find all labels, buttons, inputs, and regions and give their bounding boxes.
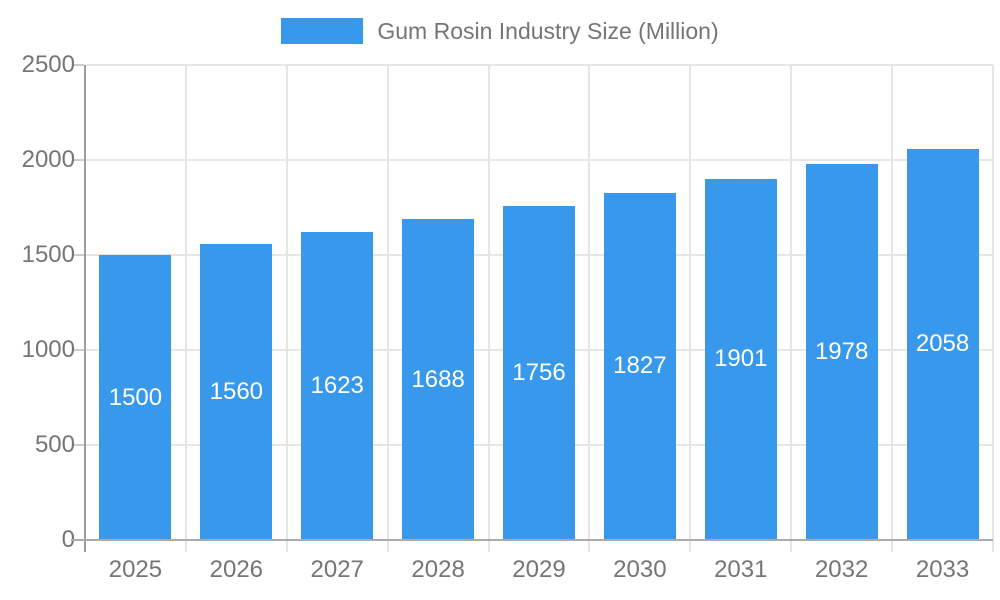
bar-2029: 1756 <box>503 206 575 540</box>
x-tick-label: 2029 <box>512 556 566 583</box>
y-tick-mark <box>72 159 84 161</box>
x-tick-label: 2030 <box>613 556 667 583</box>
bar-value-label: 1756 <box>512 359 566 387</box>
x-tick-label: 2028 <box>411 556 465 583</box>
bar-value-label: 1827 <box>613 352 667 380</box>
bar-value-label: 1560 <box>209 377 264 405</box>
y-tick-label: 500 <box>34 431 75 458</box>
v-gridline <box>689 65 692 552</box>
bar-2025: 1500 <box>99 255 172 540</box>
bar-value-label: 1901 <box>714 345 768 373</box>
y-tick-mark <box>72 254 84 256</box>
v-gridline <box>891 65 894 552</box>
x-tick-label: 2033 <box>915 556 970 583</box>
y-tick-mark <box>72 444 84 446</box>
bar-2028: 1688 <box>402 219 475 540</box>
v-gridline <box>386 65 389 552</box>
legend-label: Gum Rosin Industry Size (Million) <box>377 17 719 44</box>
bar-2030: 1827 <box>603 192 676 540</box>
bar-value-label: 1500 <box>108 383 163 411</box>
bar-value-label: 1623 <box>310 371 364 399</box>
y-tick-mark <box>72 64 84 66</box>
x-tick-label: 2025 <box>108 556 163 583</box>
bar-2031: 1901 <box>704 178 777 540</box>
y-tick-label: 2000 <box>21 146 75 173</box>
h-gridline <box>85 64 993 66</box>
bar-2032: 1978 <box>805 164 878 540</box>
v-gridline <box>487 65 490 552</box>
y-tick-label: 0 <box>61 526 75 553</box>
x-tick-label: 2032 <box>814 556 869 583</box>
x-tick-label: 2026 <box>209 556 264 583</box>
bar-value-label: 2058 <box>915 330 970 358</box>
bar-2033: 2058 <box>906 148 979 540</box>
y-tick-label: 2500 <box>21 51 75 78</box>
bar-value-label: 1688 <box>411 365 465 393</box>
y-tick-mark <box>72 349 84 351</box>
v-gridline <box>184 65 187 552</box>
y-tick-label: 1000 <box>21 336 75 363</box>
plot-area: 1500 1560 1623 1688 1756 1827 1901 1978 2058 <box>71 64 994 552</box>
chart-legend: Gum Rosin Industry Size (Million) <box>0 16 1000 46</box>
v-gridline <box>992 65 994 552</box>
v-gridline <box>790 65 793 552</box>
legend-swatch <box>281 18 364 44</box>
v-gridline <box>285 65 288 552</box>
bar-2027: 1623 <box>301 231 374 540</box>
v-gridline <box>588 65 591 552</box>
y-tick-label: 1500 <box>21 241 75 268</box>
y-axis-line <box>84 65 86 552</box>
x-tick-label: 2031 <box>714 556 768 583</box>
x-axis-line <box>71 539 993 541</box>
bar-2026: 1560 <box>200 243 273 540</box>
h-gridline <box>85 159 993 161</box>
bar-value-label: 1978 <box>814 338 869 366</box>
x-tick-label: 2027 <box>310 556 364 583</box>
